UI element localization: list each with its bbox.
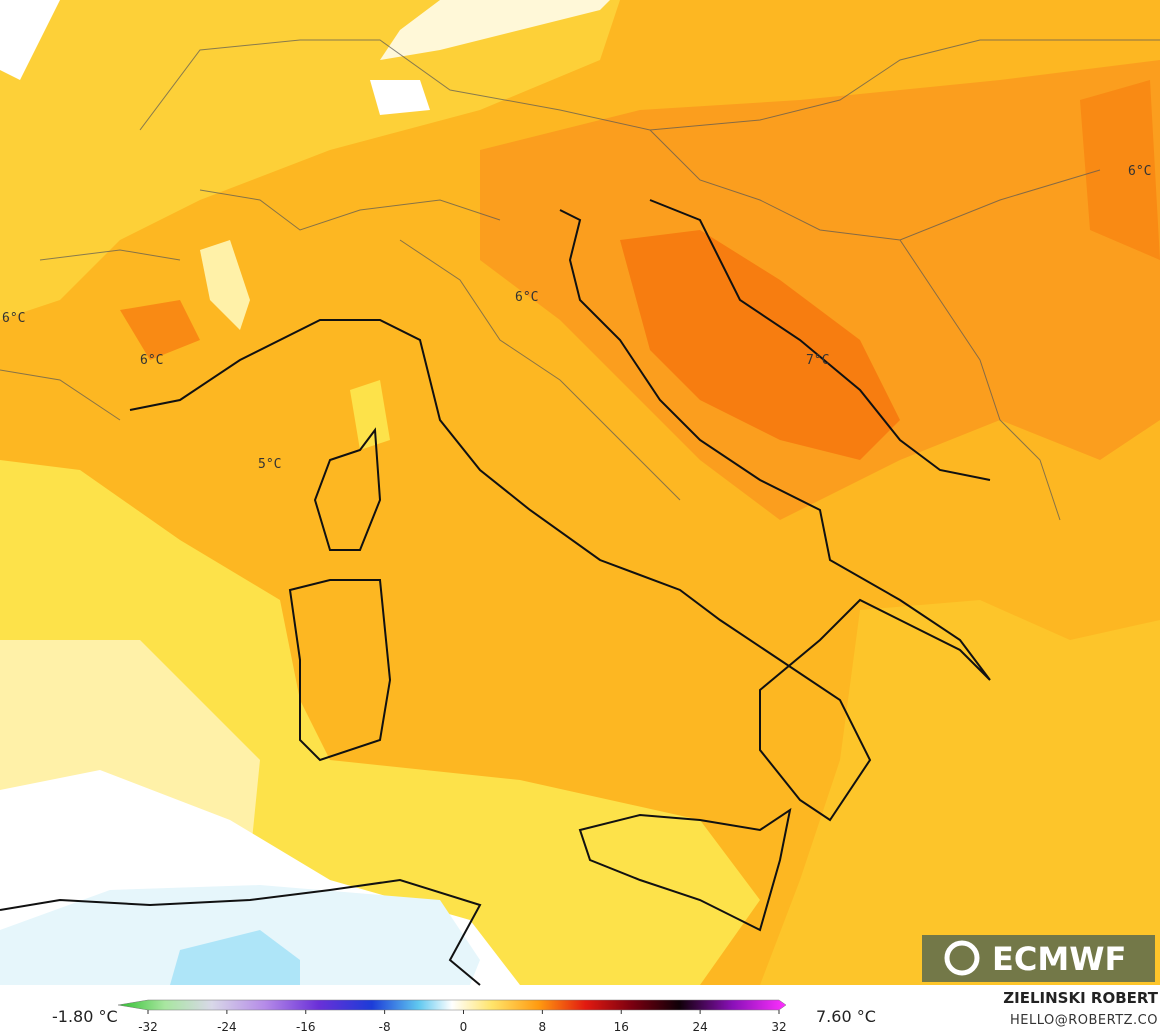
borders xyxy=(0,39,1160,521)
isotherm-label: 6°C xyxy=(1128,164,1151,179)
isotherm-label: 5°C xyxy=(258,457,281,472)
brand: ECMWF xyxy=(992,940,1126,978)
coastlines xyxy=(0,199,991,986)
colorbar: -1.80 °C 7.60 °C -32 -24 -16 -8 0 8 16 24 32 xyxy=(52,999,876,1034)
colorbar-tick-label: 32 xyxy=(771,1020,786,1034)
colorbar-tick-label: -16 xyxy=(296,1020,316,1034)
colorbar-tick-label: 16 xyxy=(614,1020,629,1034)
isotherm-label: 6°C xyxy=(2,311,25,326)
temperature-field xyxy=(0,0,1160,985)
colorbar-max: 7.60 °C xyxy=(816,1007,876,1026)
isotherm-label: 6°C xyxy=(515,290,538,305)
colorbar-tick-label: 24 xyxy=(692,1020,707,1034)
colorbar-min: -1.80 °C xyxy=(52,1007,118,1026)
colorbar-tick-label: -24 xyxy=(217,1020,237,1034)
isotherm-label: 7°C xyxy=(806,353,829,368)
brand-logo: ECMWF xyxy=(922,935,1155,982)
isotherm-label: 6°C xyxy=(140,353,163,368)
colorbar-tick-label: 0 xyxy=(460,1020,468,1034)
colorbar-tick-label: -32 xyxy=(138,1020,158,1034)
colorbar-tick-label: -8 xyxy=(379,1020,391,1034)
credit-name: ZIELINSKI ROBERT xyxy=(1003,989,1158,1007)
colorbar-tick-label: 8 xyxy=(539,1020,547,1034)
credit-email: HELLO@ROBERTZ.CO xyxy=(1010,1013,1158,1028)
